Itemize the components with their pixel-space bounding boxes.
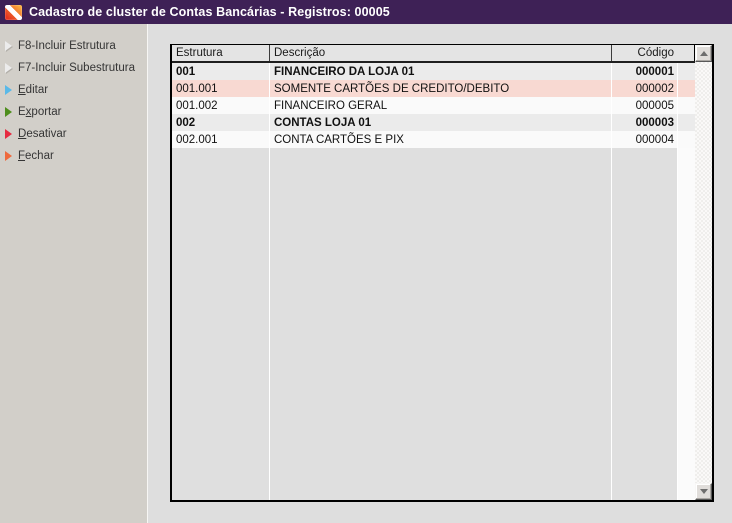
empty-column	[611, 148, 677, 500]
table-row[interactable]: 001.002 FINANCEIRO GERAL 000005	[172, 97, 695, 114]
label-part: F7-Incluir Subestrutura	[18, 62, 135, 74]
cell-codigo: 000004	[611, 131, 677, 148]
cell-estrutura: 001	[176, 65, 196, 78]
label-part: E	[18, 84, 26, 96]
empty-column	[269, 148, 611, 500]
empty-column	[677, 148, 695, 500]
cell-codigo: 000001	[611, 63, 677, 80]
arrow-right-icon	[5, 63, 12, 73]
menu-item-desativar[interactable]: Desativar	[0, 123, 147, 145]
scroll-up-icon	[699, 51, 708, 56]
cell-filler	[677, 80, 695, 97]
empty-column	[172, 148, 269, 500]
cell-descricao: FINANCEIRO DA LOJA 01	[269, 63, 611, 80]
table-content: Estrutura Descrição Código 001 FINANCEIR…	[172, 45, 695, 500]
cell-estrutura: 002	[176, 116, 196, 129]
cell-filler	[677, 63, 695, 80]
scroll-up-button[interactable]	[695, 45, 712, 62]
label-part: F8-Incluir Estrutura	[18, 40, 116, 52]
table-row[interactable]: 002 CONTAS LOJA 01 000003	[172, 114, 695, 131]
cell-estrutura: 001.001	[176, 82, 218, 95]
scrollbar-track[interactable]	[695, 62, 712, 483]
table-row[interactable]: 002.001 CONTA CARTÕES E PIX 000004	[172, 131, 695, 148]
cell-descricao: FINANCEIRO GERAL	[269, 97, 611, 114]
menu-item-exportar[interactable]: Exportar	[0, 101, 147, 123]
label-part: echar	[25, 150, 54, 162]
menu-item-label: Fechar	[18, 150, 54, 162]
table-row-selected[interactable]: 001.001 SOMENTE CARTÕES DE CREDITO/DEBIT…	[172, 80, 695, 97]
menu-item-editar[interactable]: Editar	[0, 79, 147, 101]
cell-codigo: 000005	[611, 97, 677, 114]
sidebar-menu: F8-Incluir Estrutura F7-Incluir Subestru…	[0, 24, 148, 523]
menu-item-fechar[interactable]: Fechar	[0, 145, 147, 167]
label-part: esativar	[26, 128, 67, 140]
cell-descricao: CONTAS LOJA 01	[269, 114, 611, 131]
menu-item-label: Desativar	[18, 128, 67, 140]
cell-estrutura: 001.002	[176, 99, 218, 112]
scroll-down-icon	[699, 489, 708, 494]
cell-codigo: 000003	[611, 114, 677, 131]
arrow-right-icon	[5, 151, 12, 161]
arrow-right-icon	[5, 41, 12, 51]
cell-estrutura: 002.001	[176, 133, 218, 146]
cell-filler	[677, 97, 695, 114]
cell-filler	[677, 114, 695, 131]
label-part: F	[18, 150, 26, 162]
label-part: E	[18, 106, 26, 118]
table-empty-area	[172, 148, 695, 500]
cell-codigo: 000002	[611, 80, 677, 97]
vertical-scrollbar[interactable]	[695, 45, 712, 500]
label-part: x	[25, 106, 32, 118]
accounts-table: Estrutura Descrição Código 001 FINANCEIR…	[170, 44, 714, 502]
arrow-right-icon	[5, 107, 12, 117]
arrow-right-icon	[5, 129, 12, 139]
menu-item-label: Exportar	[18, 106, 61, 118]
column-header-descricao: Descrição	[269, 45, 611, 61]
column-header-codigo: Código	[611, 45, 677, 61]
menu-item-label: Editar	[18, 84, 48, 96]
label-part: ditar	[25, 84, 49, 96]
cell-filler	[677, 131, 695, 148]
label-part: D	[18, 128, 27, 140]
menu-item-label: F7-Incluir Subestrutura	[18, 62, 135, 74]
titlebar: Cadastro de cluster de Contas Bancárias …	[0, 0, 732, 24]
cell-descricao: SOMENTE CARTÕES DE CREDITO/DEBITO	[269, 80, 611, 97]
app-logo-icon	[5, 4, 22, 20]
menu-item-f7-incluir-subestrutura[interactable]: F7-Incluir Subestrutura	[0, 57, 147, 79]
arrow-right-icon	[5, 85, 12, 95]
scroll-down-button[interactable]	[695, 483, 712, 500]
table-row[interactable]: 001 FINANCEIRO DA LOJA 01 000001	[172, 63, 695, 80]
table-header: Estrutura Descrição Código	[172, 45, 695, 63]
menu-item-label: F8-Incluir Estrutura	[18, 40, 116, 52]
cell-descricao: CONTA CARTÕES E PIX	[269, 131, 611, 148]
menu-item-f8-incluir-estrutura[interactable]: F8-Incluir Estrutura	[0, 35, 147, 57]
column-header-filler	[677, 45, 695, 61]
column-header-estrutura: Estrutura	[176, 47, 223, 59]
label-part: portar	[31, 106, 62, 118]
window-title: Cadastro de cluster de Contas Bancárias …	[29, 5, 390, 19]
